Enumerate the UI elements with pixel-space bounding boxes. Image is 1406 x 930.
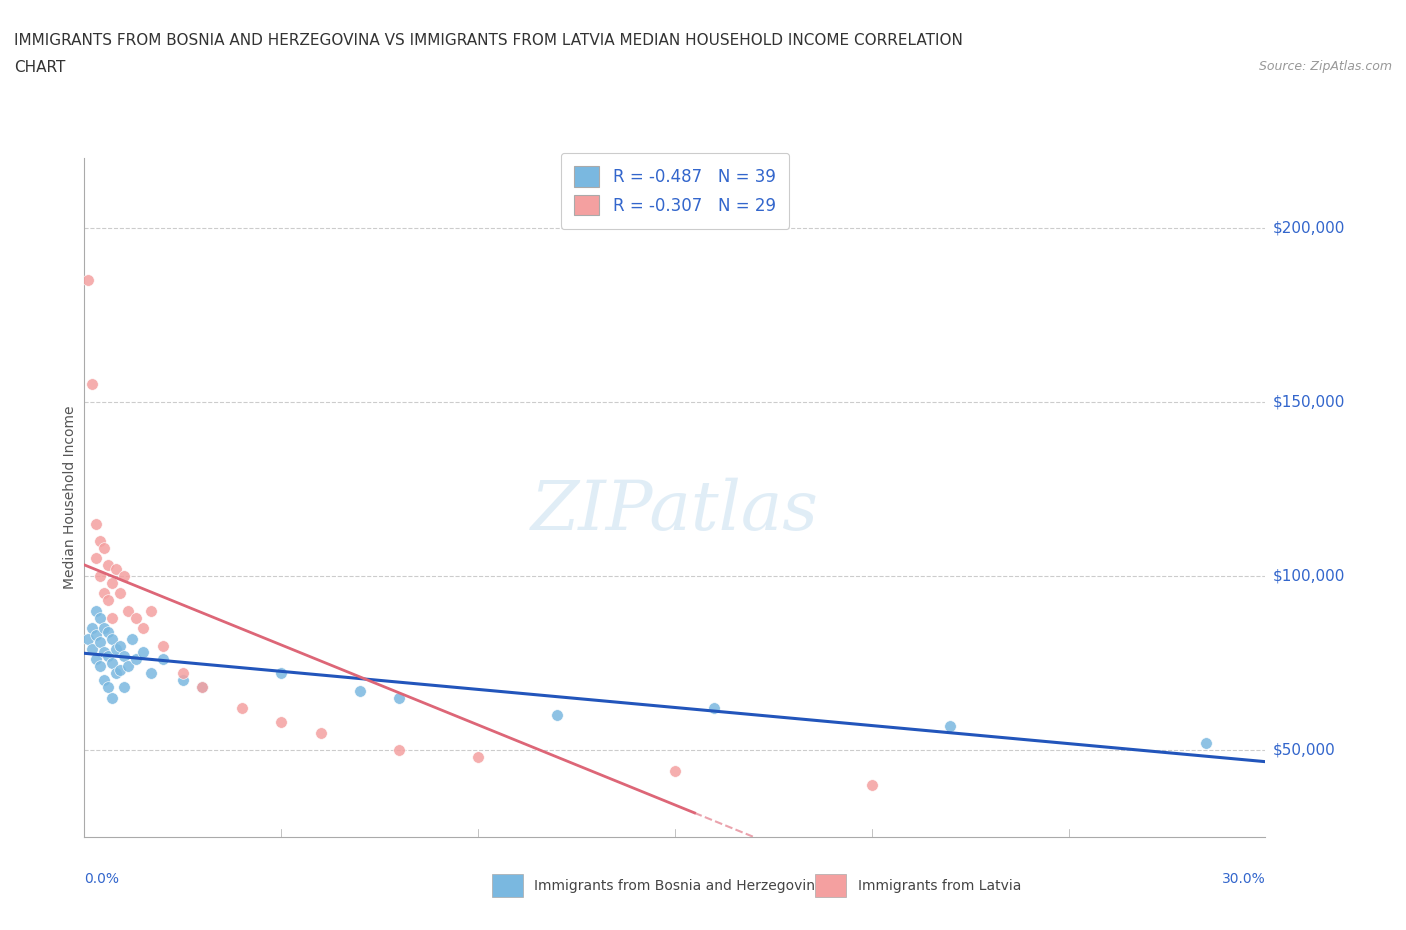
Point [77, 631, 100, 646]
Point [97, 680, 120, 695]
Point [172, 673, 194, 688]
Point [349, 684, 371, 698]
Point [191, 680, 214, 695]
Text: 30.0%: 30.0% [1222, 871, 1265, 886]
Point [152, 638, 174, 653]
Point [101, 576, 124, 591]
Point [703, 700, 725, 715]
Point [124, 652, 146, 667]
Text: Immigrants from Bosnia and Herzegovina: Immigrants from Bosnia and Herzegovina [534, 879, 824, 893]
Point [108, 662, 131, 677]
Point [89, 534, 111, 549]
Text: CHART: CHART [14, 60, 66, 75]
Point [172, 666, 194, 681]
Point [93, 645, 115, 660]
Text: ZIPatlas: ZIPatlas [531, 478, 818, 545]
Text: $50,000: $50,000 [1272, 742, 1336, 757]
Point [231, 700, 253, 715]
Point [112, 648, 135, 663]
Point [97, 592, 120, 607]
Point [84, 604, 107, 618]
Point [124, 610, 146, 625]
Point [664, 764, 686, 778]
Legend: R = -0.487   N = 39, R = -0.307   N = 29: R = -0.487 N = 39, R = -0.307 N = 29 [561, 153, 789, 229]
Point [82, 377, 104, 392]
Point [82, 620, 104, 635]
Point [84, 652, 107, 667]
Point [112, 680, 135, 695]
Point [141, 666, 163, 681]
Point [101, 690, 124, 705]
Point [101, 631, 124, 646]
Point [132, 620, 155, 635]
Text: $200,000: $200,000 [1272, 220, 1344, 235]
Point [860, 777, 883, 792]
Point [191, 680, 214, 695]
Point [1195, 736, 1218, 751]
Point [82, 642, 104, 657]
Point [309, 725, 332, 740]
Point [108, 638, 131, 653]
Point [104, 642, 127, 657]
Point [89, 659, 111, 674]
Point [270, 666, 292, 681]
Point [132, 645, 155, 660]
Point [93, 673, 115, 688]
Point [117, 604, 139, 618]
Point [89, 568, 111, 583]
Point [939, 718, 962, 733]
Point [84, 551, 107, 566]
Text: IMMIGRANTS FROM BOSNIA AND HERZEGOVINA VS IMMIGRANTS FROM LATVIA MEDIAN HOUSEHOL: IMMIGRANTS FROM BOSNIA AND HERZEGOVINA V… [14, 33, 963, 47]
Point [84, 628, 107, 643]
Point [388, 690, 411, 705]
Point [93, 540, 115, 555]
Text: $150,000: $150,000 [1272, 394, 1344, 409]
Text: $100,000: $100,000 [1272, 568, 1344, 583]
Point [141, 604, 163, 618]
Point [117, 659, 139, 674]
Point [93, 620, 115, 635]
Text: 0.0%: 0.0% [84, 871, 120, 886]
Point [89, 610, 111, 625]
Y-axis label: Median Household Income: Median Household Income [63, 405, 77, 590]
Point [93, 586, 115, 601]
Point [270, 714, 292, 729]
Point [388, 742, 411, 757]
Point [101, 656, 124, 671]
Point [97, 648, 120, 663]
Text: Immigrants from Latvia: Immigrants from Latvia [858, 879, 1021, 893]
Point [112, 568, 135, 583]
Point [97, 558, 120, 573]
Point [104, 562, 127, 577]
Point [104, 666, 127, 681]
Point [97, 624, 120, 639]
Point [546, 708, 568, 723]
Point [89, 634, 111, 649]
Text: Source: ZipAtlas.com: Source: ZipAtlas.com [1258, 60, 1392, 73]
Point [101, 610, 124, 625]
Point [77, 272, 100, 287]
Point [152, 652, 174, 667]
Point [108, 586, 131, 601]
Point [467, 750, 489, 764]
Point [84, 516, 107, 531]
Point [121, 631, 143, 646]
